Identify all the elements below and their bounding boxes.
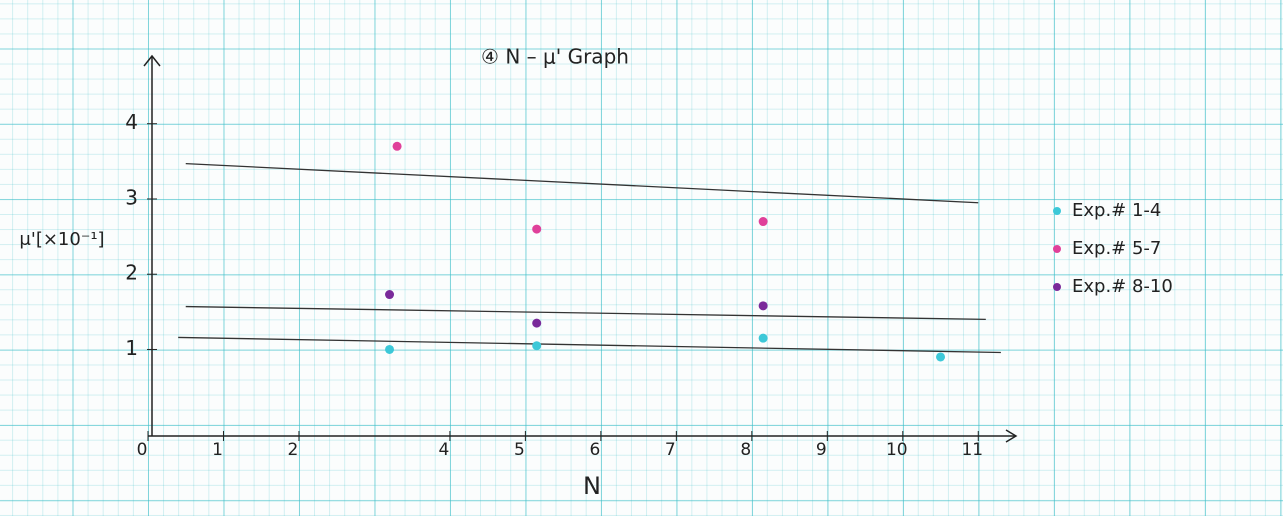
x-tick-label: 5 [514, 440, 525, 460]
trend-line [185, 162, 979, 204]
legend-marker [1053, 283, 1061, 291]
x-tick-label: 11 [961, 440, 983, 460]
data-point [758, 217, 768, 227]
x-tick-label: 7 [665, 440, 676, 460]
y-axis-label: μ'[×10⁻¹] [19, 229, 104, 250]
data-point [385, 344, 395, 354]
data-point [758, 333, 768, 343]
x-tick-label: 8 [740, 440, 751, 460]
data-point [532, 224, 542, 234]
data-point [532, 318, 542, 328]
x-tick-label: 4 [438, 440, 449, 460]
legend-label: Exp.# 8-10 [1072, 276, 1173, 297]
x-tick-label: 6 [589, 440, 600, 460]
y-axis-arrow [143, 54, 161, 67]
trend-line [178, 336, 1001, 354]
legend-label: Exp.# 5-7 [1072, 238, 1161, 259]
x-axis-label: N [583, 472, 601, 500]
legend-marker [1053, 207, 1061, 215]
chart-title: ④ N – μ' Graph [481, 45, 629, 69]
legend-marker [1053, 245, 1061, 253]
data-point [385, 290, 395, 300]
data-point [532, 341, 542, 351]
y-tick-label: 3 [125, 185, 138, 209]
x-tick-label: 10 [886, 440, 908, 460]
y-tick-label: 4 [125, 110, 138, 134]
x-tick-label: 2 [288, 440, 299, 460]
data-point [758, 301, 768, 311]
trend-line [185, 305, 986, 321]
data-point [936, 352, 946, 362]
legend-label: Exp.# 1-4 [1072, 200, 1161, 221]
x-tick-label: 1 [212, 440, 223, 460]
x-tick-label: 9 [816, 440, 827, 460]
y-tick-label: 2 [125, 261, 138, 285]
x-tick-label: 0 [137, 440, 148, 460]
y-tick-label: 1 [125, 336, 138, 360]
x-axis-arrow [1005, 429, 1018, 443]
data-point [392, 141, 402, 151]
